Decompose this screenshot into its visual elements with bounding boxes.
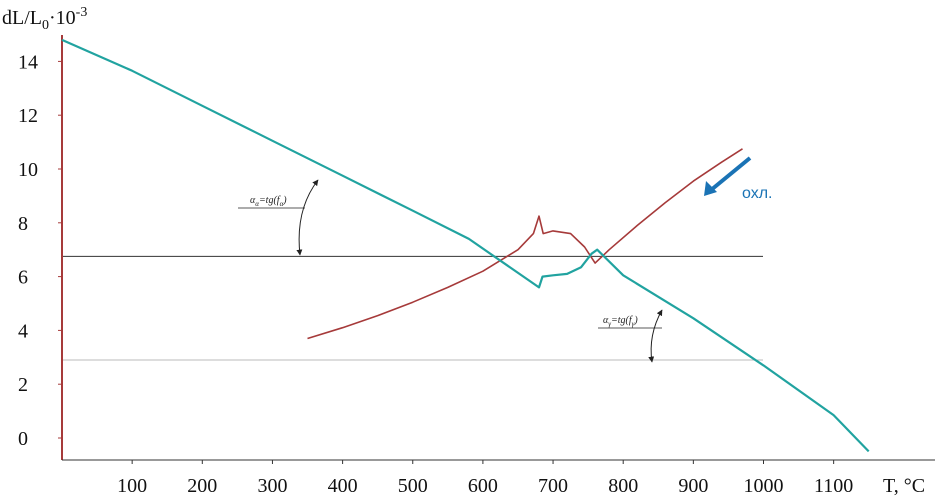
x-tick-label: 800 — [608, 475, 638, 497]
y-tick-label: 12 — [18, 105, 38, 127]
y-tick-label: 4 — [18, 320, 28, 342]
x-tick-labels: 100 200 300 400 500 600 700 800 900 1000 1100 — [117, 460, 853, 497]
x-tick-label: 100 — [117, 475, 147, 497]
x-tick-label: 500 — [398, 475, 428, 497]
reference-lines — [62, 255, 763, 361]
x-tick-label: 200 — [187, 475, 217, 497]
series-line-2 — [61, 38, 870, 453]
y-tick-label: 8 — [18, 213, 28, 235]
x-tick-label: 600 — [468, 475, 498, 497]
x-tick-label: 300 — [257, 475, 287, 497]
angle-annotation-alpha: αα=tg(fα) — [238, 179, 319, 256]
series-group — [61, 38, 870, 453]
cooling-indicator: охл. — [704, 156, 773, 202]
y-tick-label: 0 — [18, 428, 28, 450]
cooling-label: охл. — [742, 185, 773, 202]
x-tick-label: 400 — [328, 475, 358, 497]
x-tick-label: 1000 — [744, 475, 784, 497]
x-tick-label: 1100 — [814, 475, 853, 497]
y-tick-label: 2 — [18, 374, 28, 396]
annotation-gamma-label: αγ=tg(fγ) — [603, 315, 638, 328]
annotation-alpha-label: αα=tg(fα) — [250, 195, 287, 208]
x-tick-label: 700 — [538, 475, 568, 497]
x-tick-label: 900 — [678, 475, 708, 497]
angle-annotation-gamma: αγ=tg(fγ) — [598, 309, 663, 363]
y-tick-label: 14 — [18, 51, 38, 73]
y-tick-labels: 0 2 4 6 8 10 12 14 — [18, 51, 62, 450]
y-tick-label: 6 — [18, 267, 28, 289]
x-axis-title: T, °C — [883, 475, 925, 497]
y-tick-label: 10 — [18, 159, 38, 181]
y-axis-title: dL/L0·10-3 — [2, 5, 87, 33]
series-line-1 — [307, 148, 743, 340]
